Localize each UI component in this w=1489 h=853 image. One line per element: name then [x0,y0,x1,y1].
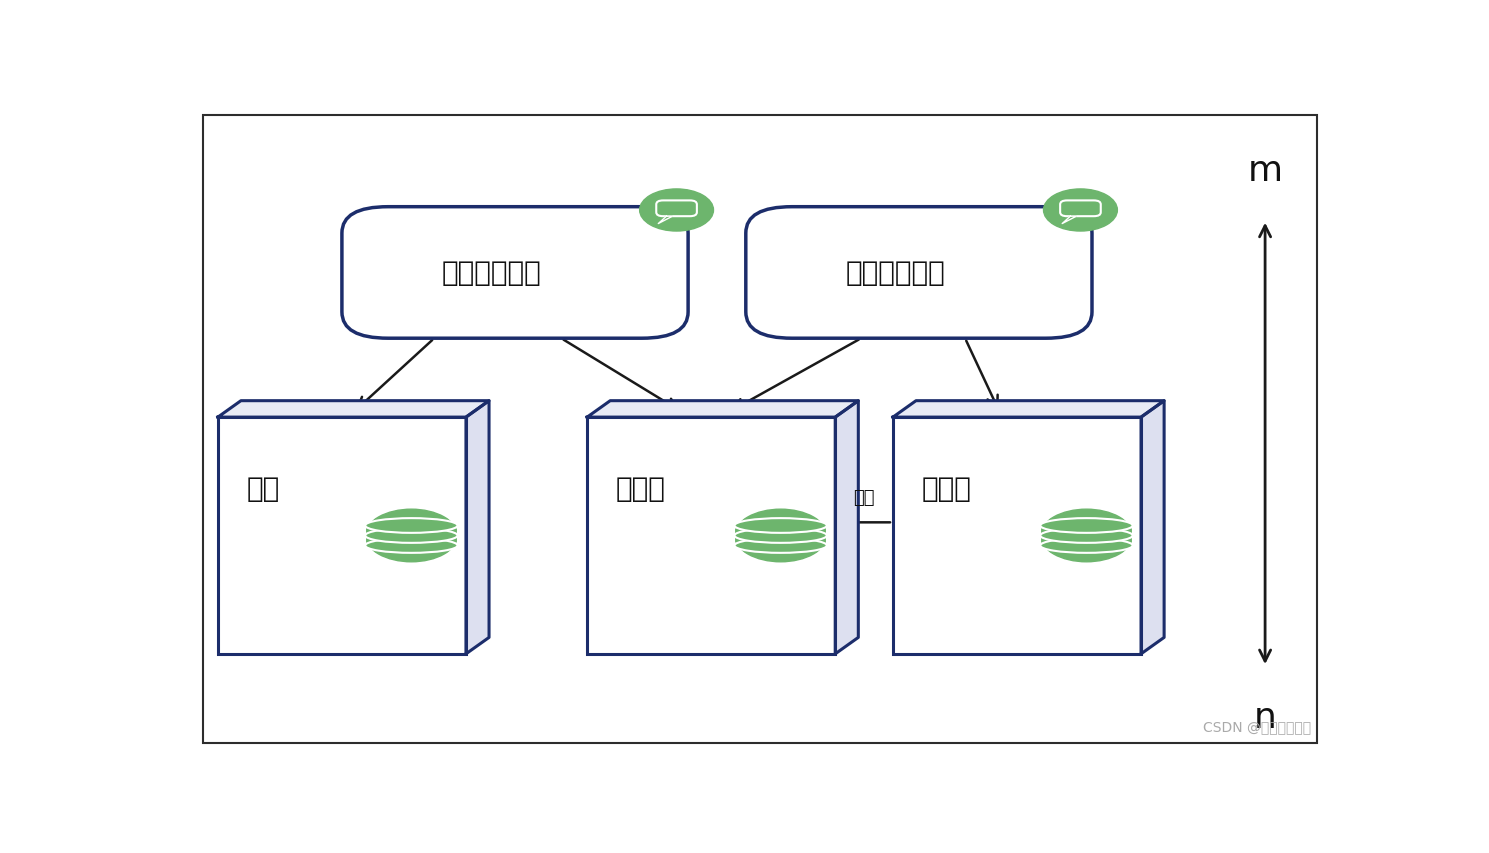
Ellipse shape [1041,529,1133,543]
Bar [587,418,835,654]
Polygon shape [893,401,1164,418]
Ellipse shape [1041,538,1133,554]
Circle shape [734,509,826,562]
Bar [217,418,466,654]
FancyBboxPatch shape [746,207,1091,339]
Text: n: n [1254,700,1276,734]
Text: 到手价: 到手价 [616,474,666,502]
Ellipse shape [1041,519,1133,533]
Text: CSDN @转转技术团队: CSDN @转转技术团队 [1203,719,1312,733]
Polygon shape [217,401,488,418]
Circle shape [1041,509,1133,562]
Text: 标题: 标题 [247,474,280,502]
Circle shape [1044,189,1117,232]
FancyBboxPatch shape [342,207,688,339]
Text: 活动促销信息: 活动促销信息 [846,259,946,287]
Polygon shape [658,217,673,224]
Polygon shape [1141,401,1164,654]
Ellipse shape [734,538,826,554]
Polygon shape [835,401,858,654]
Ellipse shape [734,529,826,543]
Ellipse shape [365,519,457,533]
Polygon shape [466,401,488,654]
Polygon shape [587,401,858,418]
Ellipse shape [365,538,457,554]
Ellipse shape [365,529,457,543]
Text: 划线价: 划线价 [922,474,972,502]
Text: 商品基础信息: 商品基础信息 [442,259,542,287]
Ellipse shape [734,519,826,533]
Bar [893,418,1141,654]
Text: 依赖: 依赖 [853,488,876,507]
Polygon shape [1062,217,1077,224]
Text: m: m [1248,154,1282,188]
Circle shape [640,189,713,232]
Circle shape [365,509,457,562]
